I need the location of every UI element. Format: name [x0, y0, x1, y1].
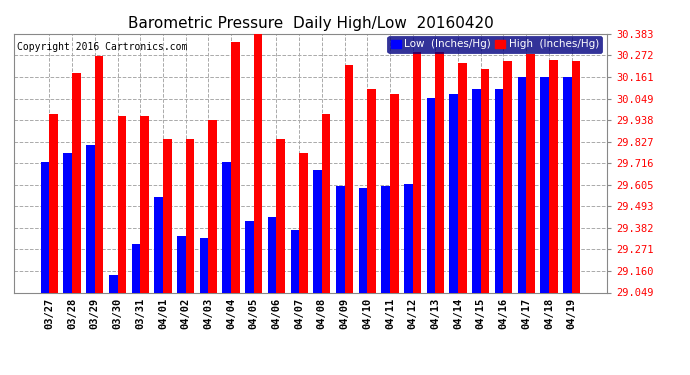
- Legend: Low  (Inches/Hg), High  (Inches/Hg): Low (Inches/Hg), High (Inches/Hg): [388, 36, 602, 52]
- Bar: [72, 73, 81, 292]
- Bar: [472, 88, 481, 292]
- Bar: [526, 54, 535, 292]
- Bar: [155, 197, 163, 292]
- Bar: [41, 162, 50, 292]
- Bar: [413, 52, 422, 292]
- Bar: [540, 77, 549, 292]
- Bar: [313, 170, 322, 292]
- Bar: [277, 139, 285, 292]
- Bar: [390, 94, 399, 292]
- Bar: [458, 63, 466, 292]
- Bar: [518, 77, 526, 292]
- Bar: [563, 77, 571, 292]
- Bar: [117, 116, 126, 292]
- Bar: [245, 220, 254, 292]
- Bar: [95, 56, 103, 292]
- Bar: [549, 60, 558, 292]
- Bar: [163, 139, 172, 292]
- Bar: [199, 238, 208, 292]
- Bar: [63, 153, 72, 292]
- Bar: [344, 65, 353, 292]
- Bar: [481, 69, 489, 292]
- Bar: [449, 94, 458, 292]
- Bar: [290, 230, 299, 292]
- Bar: [109, 275, 117, 292]
- Bar: [336, 186, 344, 292]
- Bar: [268, 217, 277, 292]
- Bar: [435, 52, 444, 292]
- Text: Copyright 2016 Cartronics.com: Copyright 2016 Cartronics.com: [17, 42, 187, 51]
- Bar: [299, 153, 308, 292]
- Bar: [322, 114, 331, 292]
- Bar: [495, 88, 504, 292]
- Bar: [367, 88, 376, 292]
- Bar: [571, 62, 580, 292]
- Bar: [222, 162, 231, 292]
- Bar: [426, 98, 435, 292]
- Bar: [132, 244, 140, 292]
- Bar: [359, 188, 367, 292]
- Bar: [186, 139, 195, 292]
- Title: Barometric Pressure  Daily High/Low  20160420: Barometric Pressure Daily High/Low 20160…: [128, 16, 493, 31]
- Bar: [50, 114, 58, 292]
- Bar: [404, 184, 413, 292]
- Bar: [177, 236, 186, 292]
- Bar: [382, 186, 390, 292]
- Bar: [504, 62, 512, 292]
- Bar: [86, 145, 95, 292]
- Bar: [208, 120, 217, 292]
- Bar: [140, 116, 149, 292]
- Bar: [254, 32, 262, 292]
- Bar: [231, 42, 239, 292]
